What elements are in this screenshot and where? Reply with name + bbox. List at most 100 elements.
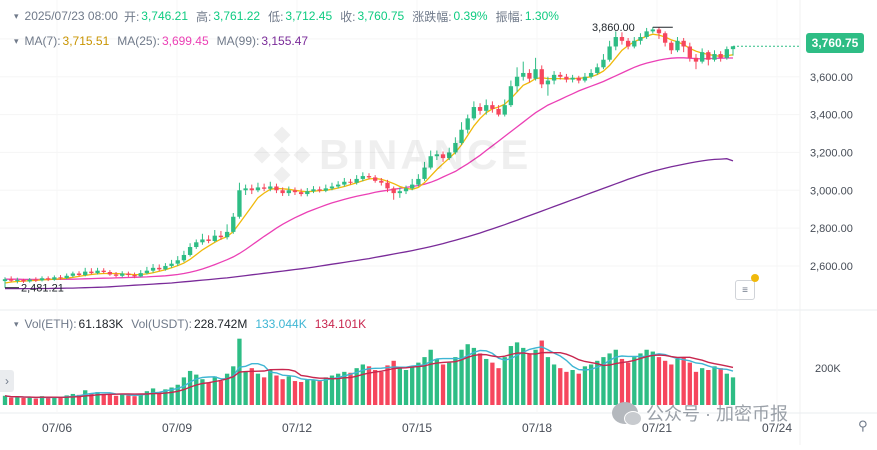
volume-bar[interactable] (15, 396, 20, 405)
candle-body[interactable] (2, 279, 8, 282)
candle-body[interactable] (601, 59, 606, 68)
candle-body[interactable] (613, 37, 618, 47)
candle-body[interactable] (274, 186, 279, 191)
volume-bar[interactable] (286, 376, 291, 405)
volume-bar[interactable] (662, 360, 668, 405)
candle-body[interactable] (268, 186, 273, 189)
volume-bar[interactable] (212, 376, 217, 405)
volume-bar[interactable] (348, 372, 353, 405)
candle-body[interactable] (212, 235, 217, 241)
volume-bar[interactable] (89, 393, 94, 405)
candle-body[interactable] (138, 273, 143, 277)
volume-bar[interactable] (132, 396, 137, 405)
candle-body[interactable] (502, 105, 507, 115)
candle-body[interactable] (342, 181, 347, 185)
volume-bar[interactable] (175, 384, 180, 405)
candle-body[interactable] (9, 279, 14, 281)
volume-bar[interactable] (656, 357, 662, 405)
volume-bar[interactable] (687, 362, 692, 405)
candle-body[interactable] (712, 54, 717, 60)
candle-body[interactable] (181, 254, 187, 261)
candle-body[interactable] (595, 67, 600, 73)
candle-body[interactable] (471, 107, 477, 119)
volume-bar[interactable] (558, 368, 563, 405)
volume-bar[interactable] (595, 360, 600, 405)
candle-body[interactable] (64, 275, 69, 279)
candle-body[interactable] (644, 31, 649, 38)
candle-body[interactable] (317, 189, 322, 191)
candle-body[interactable] (551, 74, 557, 81)
candle-body[interactable] (89, 271, 94, 274)
candle-body[interactable] (58, 277, 63, 279)
volume-bar[interactable] (385, 365, 390, 405)
candle-body[interactable] (625, 40, 631, 47)
volume-bar[interactable] (46, 397, 51, 405)
candle-body[interactable] (101, 270, 106, 272)
volume-bar[interactable] (181, 377, 187, 405)
candle-body[interactable] (286, 190, 291, 194)
volume-bar[interactable] (625, 362, 631, 405)
volume-bar[interactable] (440, 364, 446, 405)
candle-body[interactable] (126, 273, 131, 276)
volume-bar[interactable] (718, 368, 723, 405)
candle-body[interactable] (397, 191, 403, 194)
volume-bar[interactable] (533, 349, 538, 405)
volume-bar[interactable] (329, 375, 335, 405)
candle-body[interactable] (280, 190, 285, 194)
volume-bar[interactable] (194, 374, 199, 405)
volume-bar[interactable] (150, 388, 156, 405)
candle-body[interactable] (354, 178, 359, 183)
volume-bar[interactable] (280, 379, 285, 405)
candle-body[interactable] (33, 279, 39, 281)
volume-bar[interactable] (545, 357, 551, 405)
candle-body[interactable] (527, 72, 532, 79)
candle-body[interactable] (718, 54, 723, 58)
volume-bar[interactable] (317, 381, 322, 405)
volume-bar[interactable] (218, 381, 224, 405)
volume-bar[interactable] (527, 353, 532, 405)
volume-bar[interactable] (261, 377, 267, 405)
candle-body[interactable] (576, 77, 581, 81)
volume-bar[interactable] (650, 351, 655, 405)
volume-bar[interactable] (27, 397, 32, 405)
volume-bar[interactable] (126, 395, 131, 405)
candle-body[interactable] (150, 267, 156, 271)
volume-bar[interactable] (551, 364, 557, 405)
volume-bar[interactable] (416, 362, 421, 405)
candle-body[interactable] (477, 107, 483, 111)
candle-body[interactable] (373, 177, 378, 181)
volume-bar[interactable] (514, 342, 520, 405)
volume-bar[interactable] (379, 371, 384, 405)
candle-body[interactable] (175, 260, 180, 264)
vol-collapse-caret-icon[interactable]: ▾ (14, 318, 19, 329)
candle-body[interactable] (403, 188, 409, 192)
candle-body[interactable] (46, 278, 51, 280)
candle-body[interactable] (693, 57, 699, 62)
candle-body[interactable] (465, 118, 470, 130)
candle-body[interactable] (558, 74, 563, 77)
volume-bar[interactable] (2, 395, 8, 405)
volume-bar[interactable] (101, 393, 106, 405)
volume-bar[interactable] (58, 398, 63, 405)
chart-settings-icon[interactable]: ⚲ (858, 418, 868, 433)
volume-bar[interactable] (373, 370, 378, 405)
volume-bar[interactable] (298, 381, 304, 405)
volume-bar[interactable] (157, 392, 162, 405)
candle-body[interactable] (440, 154, 446, 159)
candle-body[interactable] (15, 279, 20, 281)
candle-body[interactable] (113, 274, 119, 276)
candle-body[interactable] (311, 189, 316, 192)
candle-body[interactable] (231, 216, 236, 232)
candle-body[interactable] (416, 178, 421, 185)
volume-bar[interactable] (391, 360, 396, 405)
candle-body[interactable] (484, 105, 489, 111)
candle-body[interactable] (83, 271, 88, 276)
volume-bar[interactable] (699, 368, 705, 405)
candle-body[interactable] (687, 46, 692, 58)
volume-bar[interactable] (477, 353, 483, 405)
candle-body[interactable] (237, 190, 242, 217)
volume-bar[interactable] (508, 346, 514, 405)
volume-bar[interactable] (582, 366, 588, 405)
